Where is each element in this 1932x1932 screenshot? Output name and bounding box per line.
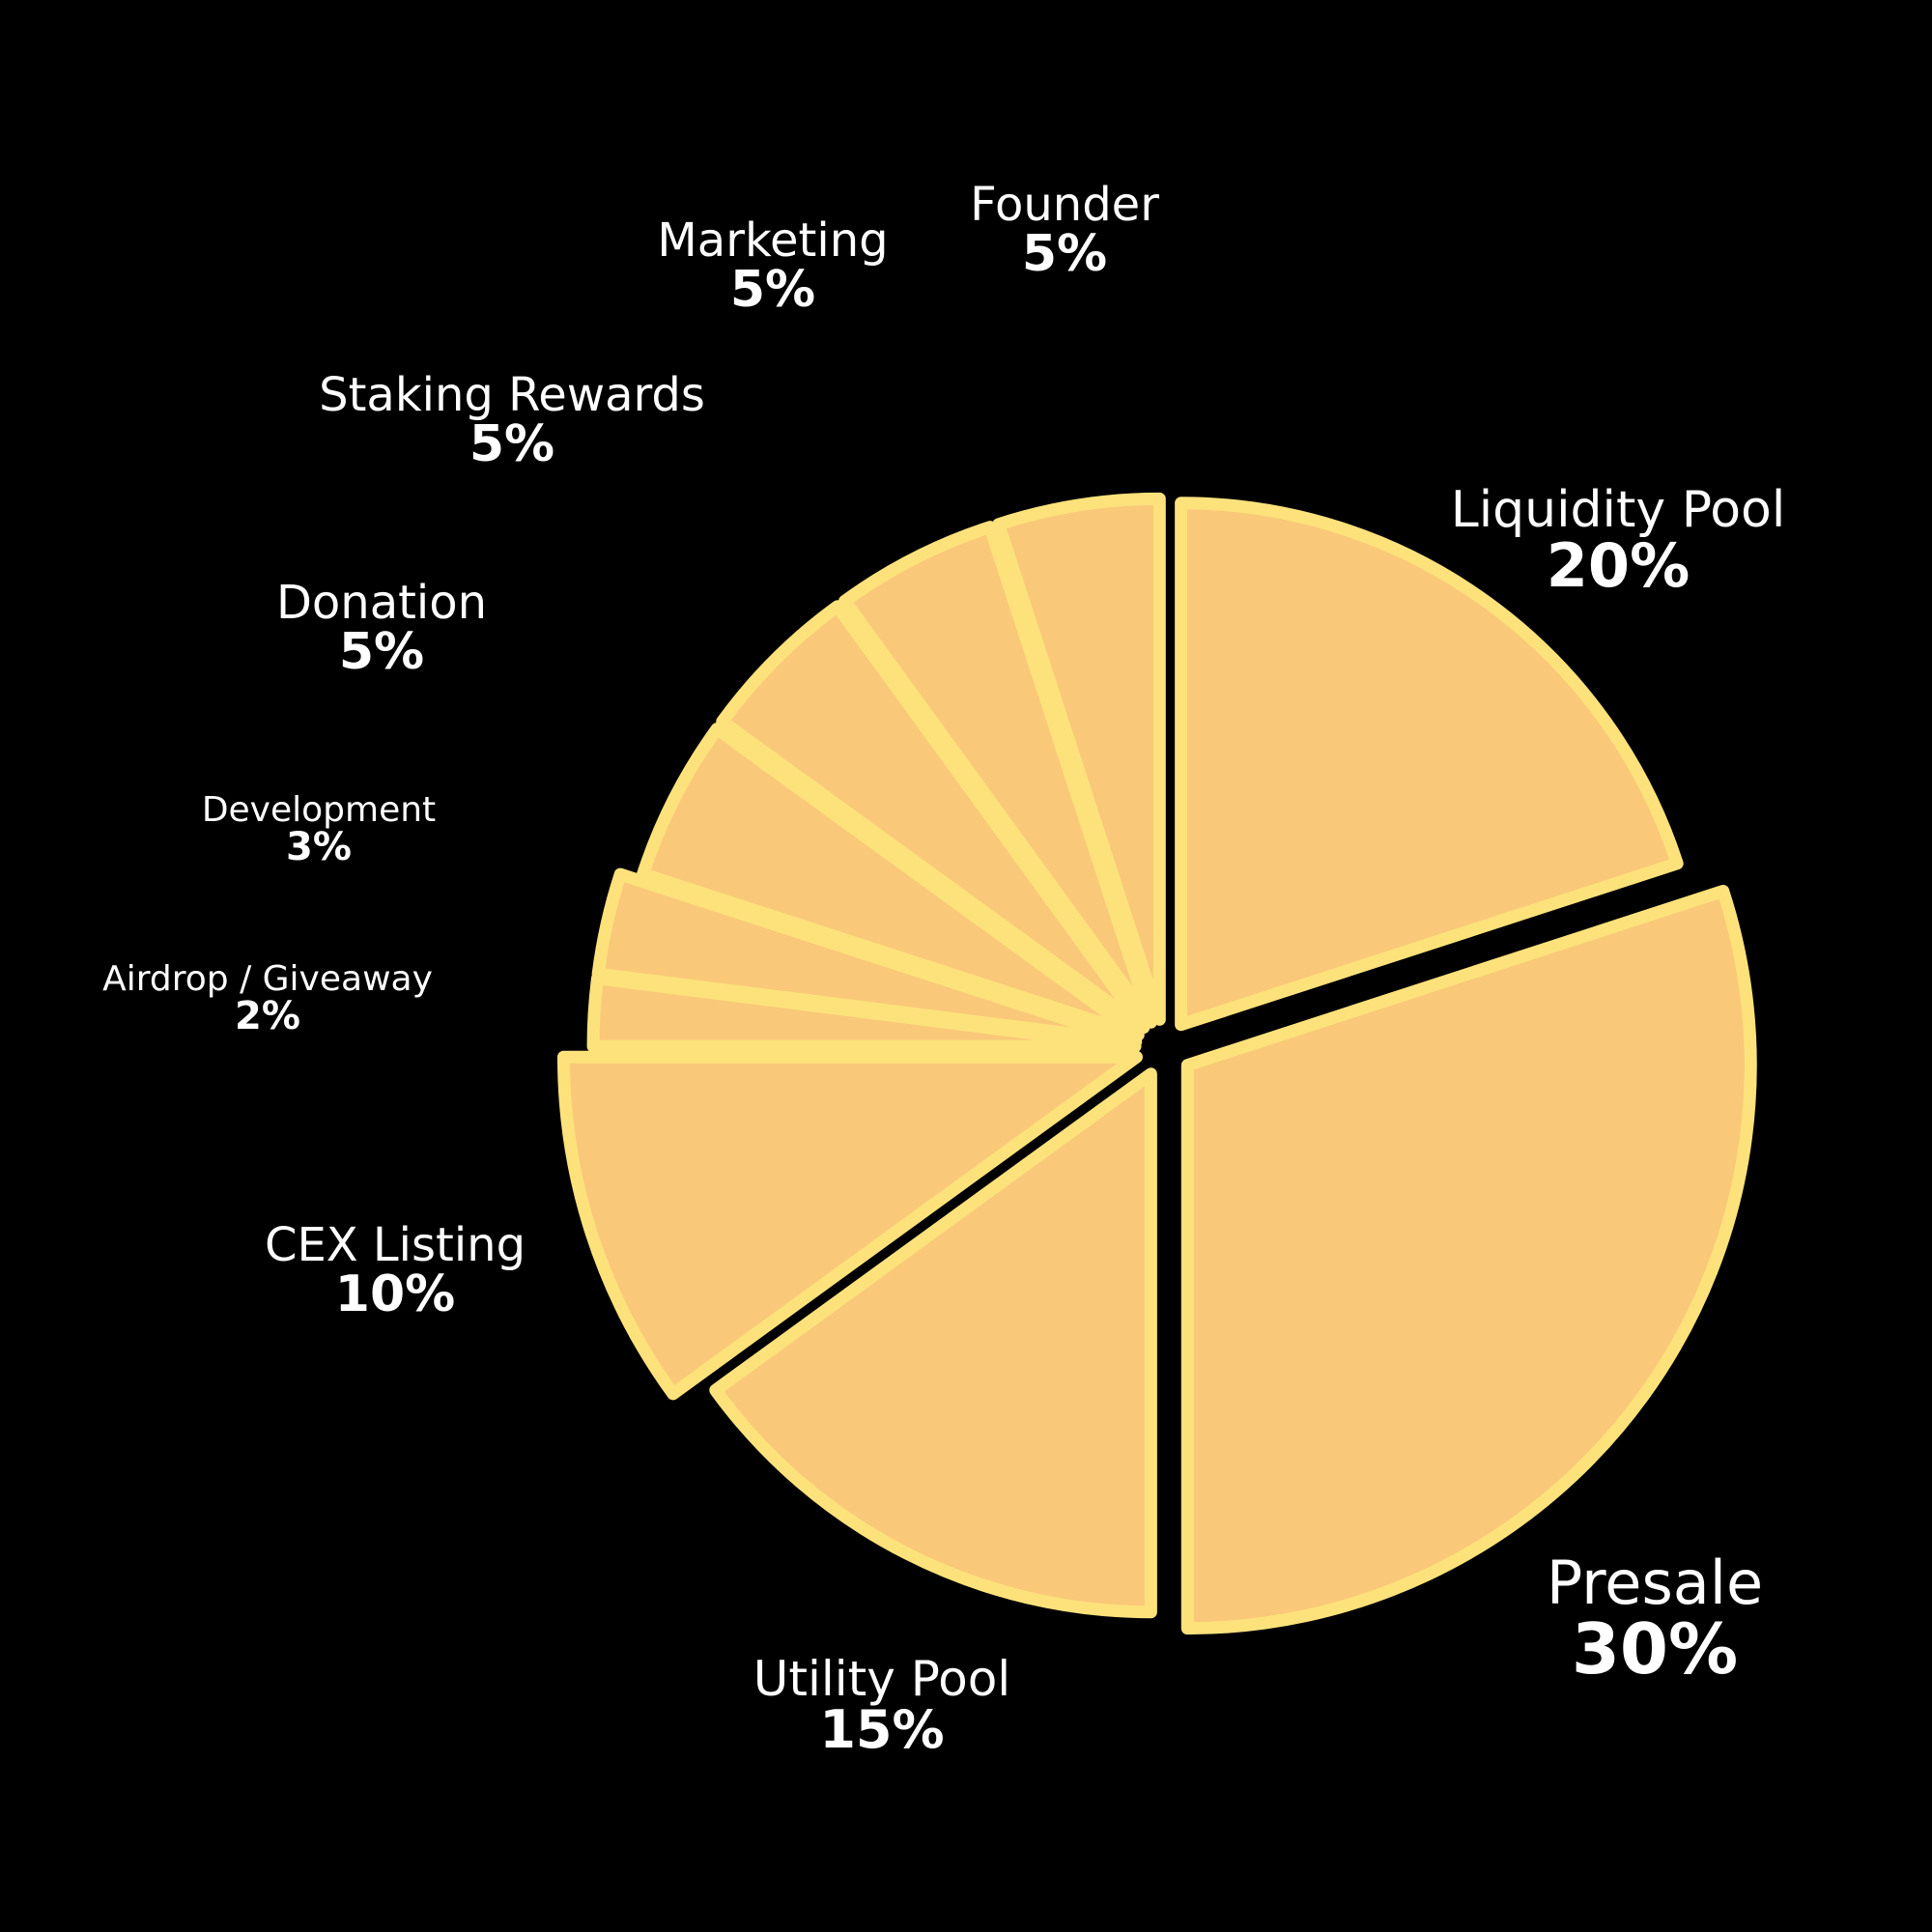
- pie-slice-liquidity-pool: [1175, 497, 1684, 1032]
- slice-label-utility-pool: Utility Pool: [753, 1651, 1010, 1707]
- slice-label-staking-rewards: Staking Rewards: [319, 368, 705, 422]
- slice-value-utility-pool: 15%: [819, 1699, 944, 1760]
- slice-label-marketing: Marketing: [657, 213, 888, 268]
- slice-label-development: Development: [202, 790, 436, 830]
- slice-value-development: 3%: [286, 825, 352, 869]
- pie-slice-presale: [1180, 884, 1757, 1635]
- pie-slice-donation: [637, 723, 1145, 1041]
- slice-value-marketing: 5%: [730, 261, 815, 319]
- pie-slice-cex-listing: [556, 1050, 1143, 1401]
- slice-value-donation: 5%: [339, 623, 424, 681]
- pie-slice-staking-rewards: [716, 600, 1151, 1035]
- slice-value-founder: 5%: [1022, 225, 1107, 283]
- pie-slice-founder: [992, 492, 1166, 1026]
- slice-label-donation: Donation: [276, 576, 487, 630]
- slice-label-founder: Founder: [970, 178, 1159, 232]
- slice-value-cex-listing: 10%: [335, 1265, 455, 1323]
- slice-label-liquidity-pool: Liquidity Pool: [1451, 481, 1786, 539]
- slice-label-presale: Presale: [1547, 1548, 1763, 1618]
- slice-label-airdrop-giveaway: Airdrop / Giveaway: [102, 959, 433, 999]
- slice-label-cex-listing: CEX Listing: [265, 1218, 526, 1272]
- pie-slice-utility-pool: [709, 1067, 1157, 1619]
- slice-value-presale: 30%: [1572, 1608, 1738, 1690]
- slice-value-staking-rewards: 5%: [469, 415, 554, 473]
- slice-value-airdrop-giveaway: 2%: [235, 994, 300, 1038]
- pie-slice-marketing: [838, 521, 1157, 1029]
- slice-value-liquidity-pool: 20%: [1547, 530, 1690, 601]
- pie-slice-development: [591, 867, 1143, 1048]
